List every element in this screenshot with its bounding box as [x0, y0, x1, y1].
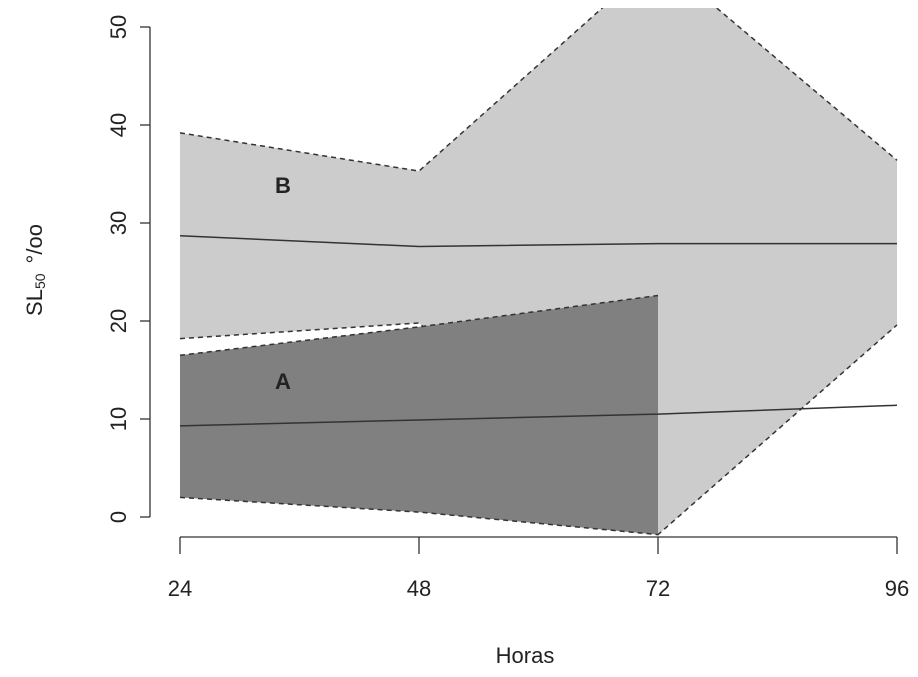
band-area [180, 8, 897, 535]
y-label-sub: 50 [32, 273, 48, 289]
y-label-main: SL [22, 289, 47, 316]
y-axis-title: SL50 °/oo [22, 224, 48, 316]
mean-line [179, 234, 897, 248]
y-label-unit: °/oo [22, 224, 47, 263]
series-label: A [275, 369, 291, 394]
y-tick-label: 40 [106, 113, 131, 137]
upper-bound-line [179, 8, 898, 172]
x-tick-label: 72 [646, 576, 670, 601]
y-tick-label: 20 [106, 309, 131, 333]
y-tick-label: 0 [106, 511, 131, 523]
series-label: B [275, 173, 291, 198]
x-tick-label: 48 [407, 576, 431, 601]
y-tick-label: 30 [106, 211, 131, 235]
x-tick-label: 24 [168, 576, 192, 601]
x-tick-label: 96 [885, 576, 909, 601]
x-axis-title: Horas [496, 643, 555, 668]
y-tick-label: 10 [106, 407, 131, 431]
plot-area [179, 8, 898, 536]
mean-line [179, 404, 898, 427]
y-tick-label: 50 [106, 15, 131, 39]
band-area [180, 295, 658, 535]
lower-bound-line [179, 496, 659, 536]
